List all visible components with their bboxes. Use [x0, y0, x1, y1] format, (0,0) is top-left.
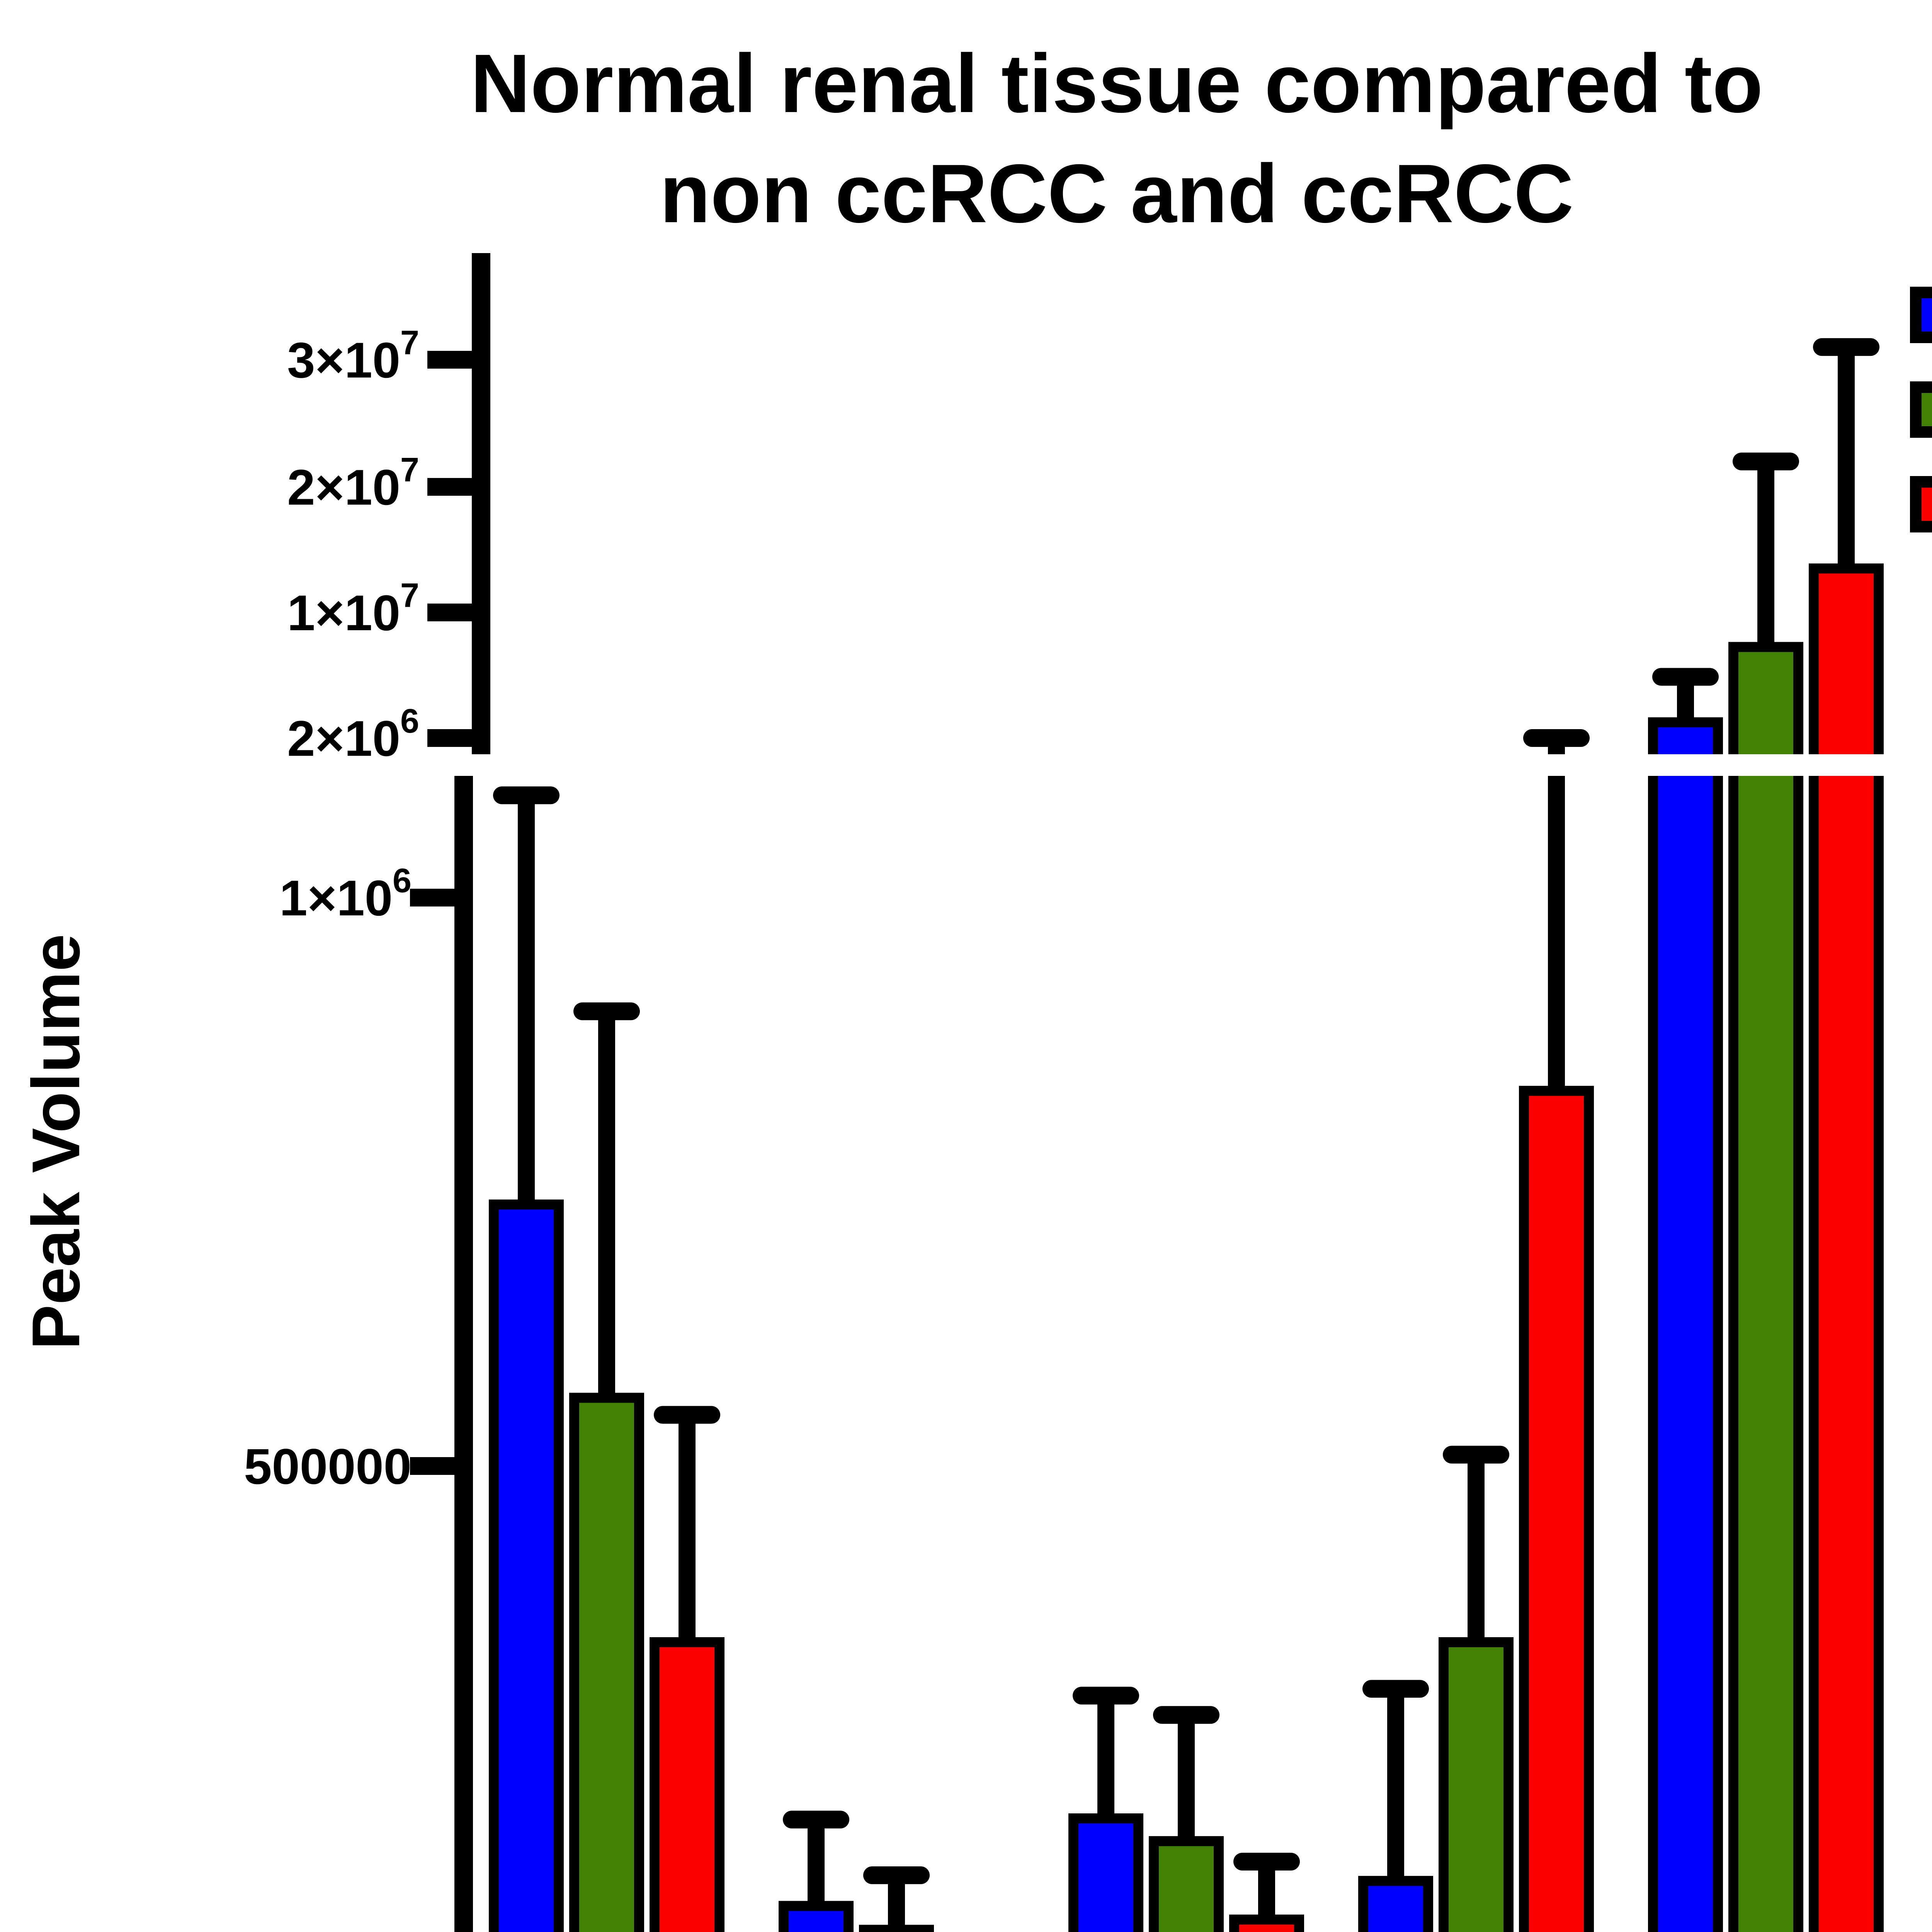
bar-normal-Alanine [489, 1199, 564, 1932]
error-bar-stem [1387, 1689, 1404, 1889]
y-tick-mark [410, 1457, 454, 1475]
error-bar-stem [1757, 461, 1774, 655]
bar-non ccRCC-Lysine [1149, 1836, 1224, 1932]
y-tick-mark [427, 604, 472, 621]
y-tick-label: 2×106 [287, 702, 419, 767]
chart-title-line2: non ccRCC and ccRCC [660, 147, 1573, 240]
chart-title-line1: Normal renal tissue compared to [470, 37, 1763, 130]
legend: normalnon ccRCCccRCC [1910, 287, 1932, 532]
legend-swatch-normal [1910, 287, 1932, 343]
bar-normal-Cholesterol [1358, 1876, 1433, 1932]
y-axis-lower-segment [454, 776, 473, 1932]
error-bar-stem [518, 795, 535, 1213]
y-tick-label: 1×107 [287, 576, 419, 641]
y-axis-upper-segment [472, 253, 490, 754]
y-tick-label: 1×106 [279, 861, 412, 926]
y-tick-mark [427, 729, 472, 747]
bar-ccRCC-Cholesterol [1519, 1086, 1594, 1932]
error-bar-cap [863, 1866, 930, 1884]
error-bar-cap [1733, 452, 1799, 471]
y-tick-label: 3×107 [287, 323, 419, 388]
axes-layer [410, 253, 490, 1932]
bar-non ccRCC-Lipid methyl [1728, 642, 1803, 1932]
error-bar-cap [1073, 1687, 1139, 1705]
error-bar-cap [1443, 1446, 1509, 1464]
error-bar-stem [1548, 738, 1565, 1099]
error-bar-stem [1468, 1454, 1485, 1650]
y-tick-label: 2×107 [287, 451, 419, 515]
error-bar-stem [808, 1819, 825, 1914]
axis-break-band [413, 754, 1920, 776]
y-tick-label: 500000 [244, 1438, 412, 1495]
bar-non ccRCC-Cholesterol [1439, 1637, 1514, 1932]
y-tick-mark [410, 889, 454, 906]
legend-swatch-non-ccRCC [1910, 381, 1932, 438]
error-bar-cap [573, 1002, 640, 1020]
bar-normal-Lipid methyl [1648, 717, 1723, 1932]
bar-ccRCC-Lysine [1229, 1914, 1304, 1932]
error-bar-cap [1813, 338, 1879, 356]
bars-layer [489, 338, 1884, 1932]
error-bar-cap [493, 786, 560, 804]
error-bar-stem [1178, 1715, 1195, 1849]
error-bar-cap [1233, 1852, 1300, 1871]
error-bar-cap [1652, 668, 1719, 686]
y-tick-mark [427, 478, 472, 496]
error-bar-cap [1523, 729, 1590, 747]
bar-ccRCC-Alanine [650, 1637, 724, 1932]
error-bar-stem [1838, 347, 1855, 577]
error-bar-stem [679, 1415, 696, 1650]
error-bar-cap [1153, 1706, 1219, 1724]
error-bar-cap [654, 1406, 720, 1424]
axis-break-gap [413, 754, 1920, 776]
bar-normal-Valine [779, 1901, 854, 1932]
error-bar-cap [1362, 1680, 1429, 1698]
bar-non ccRCC-Alanine [569, 1393, 644, 1932]
legend-swatch-ccRCC [1910, 476, 1932, 532]
bar-ccRCC-Lipid methyl [1809, 563, 1884, 1932]
error-bar-stem [888, 1875, 905, 1932]
y-tick-mark [427, 351, 472, 369]
bar-normal-Lysine [1068, 1813, 1143, 1932]
error-bar-stem [598, 1011, 615, 1406]
error-bar-cap [783, 1810, 849, 1828]
bar-non ccRCC-Valine [859, 1925, 934, 1932]
error-bar-stem [1097, 1696, 1114, 1827]
y-axis-title: Peak Volume [19, 934, 94, 1350]
